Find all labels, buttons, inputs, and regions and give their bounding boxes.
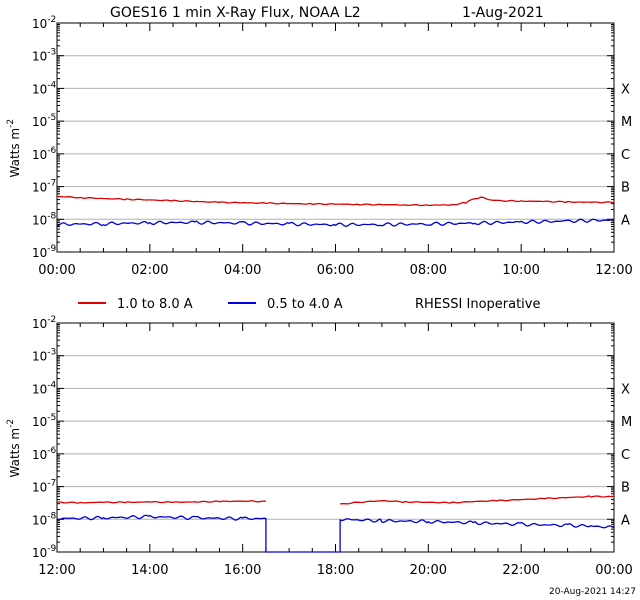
y-axis-label: Watts m-2 <box>6 419 22 478</box>
x-tick-label: 02:00 <box>131 263 168 278</box>
flare-class-label: B <box>621 181 630 196</box>
flare-class-label: C <box>621 148 630 163</box>
top-panel: 10-9 10-8 10-7 10-6 10-5 10-4 10-3 10-2 00:00 02:… <box>6 15 633 278</box>
bottom-panel: 10-9 10-8 10-7 10-6 10-5 10-4 10-3 10-2 12:00 14:… <box>6 315 633 578</box>
axis-frame <box>56 22 615 253</box>
flare-class-label: M <box>621 115 632 130</box>
series-short-line <box>57 514 341 553</box>
x-tick-label: 06:00 <box>317 263 354 278</box>
y-tick-label: 10-2 <box>32 315 56 331</box>
y-tick-label: 10-9 <box>32 244 57 260</box>
x-tick-label: 08:00 <box>410 263 447 278</box>
x-tick-label: 12:00 <box>38 563 75 578</box>
y-tick-label: 10-7 <box>32 479 56 495</box>
y-tick-label: 10-4 <box>32 380 57 396</box>
y-tick-label: 10-6 <box>32 146 57 162</box>
flare-class-label: M <box>621 415 632 430</box>
flare-class-label: X <box>621 82 630 97</box>
generation-timestamp: 20-Aug-2021 14:27 <box>549 587 636 597</box>
y-tick-label: 10-4 <box>32 80 57 96</box>
y-tick-label: 10-3 <box>32 48 56 64</box>
y-tick-label: 10-9 <box>32 544 57 560</box>
y-tick-label: 10-3 <box>32 348 56 364</box>
y-tick-label: 10-7 <box>32 179 56 195</box>
flare-class-label: X <box>621 382 630 397</box>
y-tick-label: 10-8 <box>32 511 57 527</box>
x-tick-label: 18:00 <box>317 563 354 578</box>
series-short-line <box>57 218 614 227</box>
y-tick-label: 10-8 <box>32 211 57 227</box>
legend: 1.0 to 8.0 A 0.5 to 4.0 A RHESSI Inopera… <box>78 297 540 312</box>
y-tick-label: 10-6 <box>32 446 57 462</box>
flare-class-label: B <box>621 481 630 496</box>
chart-title: GOES16 1 min X-Ray Flux, NOAA L2 <box>110 5 361 21</box>
x-tick-label: 00:00 <box>38 263 75 278</box>
x-tick-label: 10:00 <box>502 263 539 278</box>
y-axis-label: Watts m-2 <box>6 119 22 178</box>
series-long-line <box>57 500 267 504</box>
y-tick-label: 10-5 <box>32 113 56 129</box>
x-tick-label: 14:00 <box>131 563 168 578</box>
y-tick-label: 10-2 <box>32 15 56 31</box>
x-tick-label: 12:00 <box>595 263 632 278</box>
flare-class-label: C <box>621 448 630 463</box>
flare-class-label: A <box>621 213 630 228</box>
legend-short-label: 0.5 to 4.0 A <box>267 297 343 312</box>
series-long-line <box>339 495 614 505</box>
x-tick-label: 20:00 <box>410 563 447 578</box>
x-tick-label: 00:00 <box>595 563 632 578</box>
y-tick-label: 10-5 <box>32 413 56 429</box>
legend-long-label: 1.0 to 8.0 A <box>117 297 193 312</box>
series-short-line <box>339 518 614 529</box>
chart-date: 1-Aug-2021 <box>462 5 544 21</box>
x-tick-label: 04:00 <box>224 263 261 278</box>
x-tick-label: 16:00 <box>224 563 261 578</box>
flare-class-label: A <box>621 513 630 528</box>
rhessi-note: RHESSI Inoperative <box>415 297 540 312</box>
x-tick-label: 22:00 <box>502 563 539 578</box>
series-long-line <box>57 195 614 207</box>
